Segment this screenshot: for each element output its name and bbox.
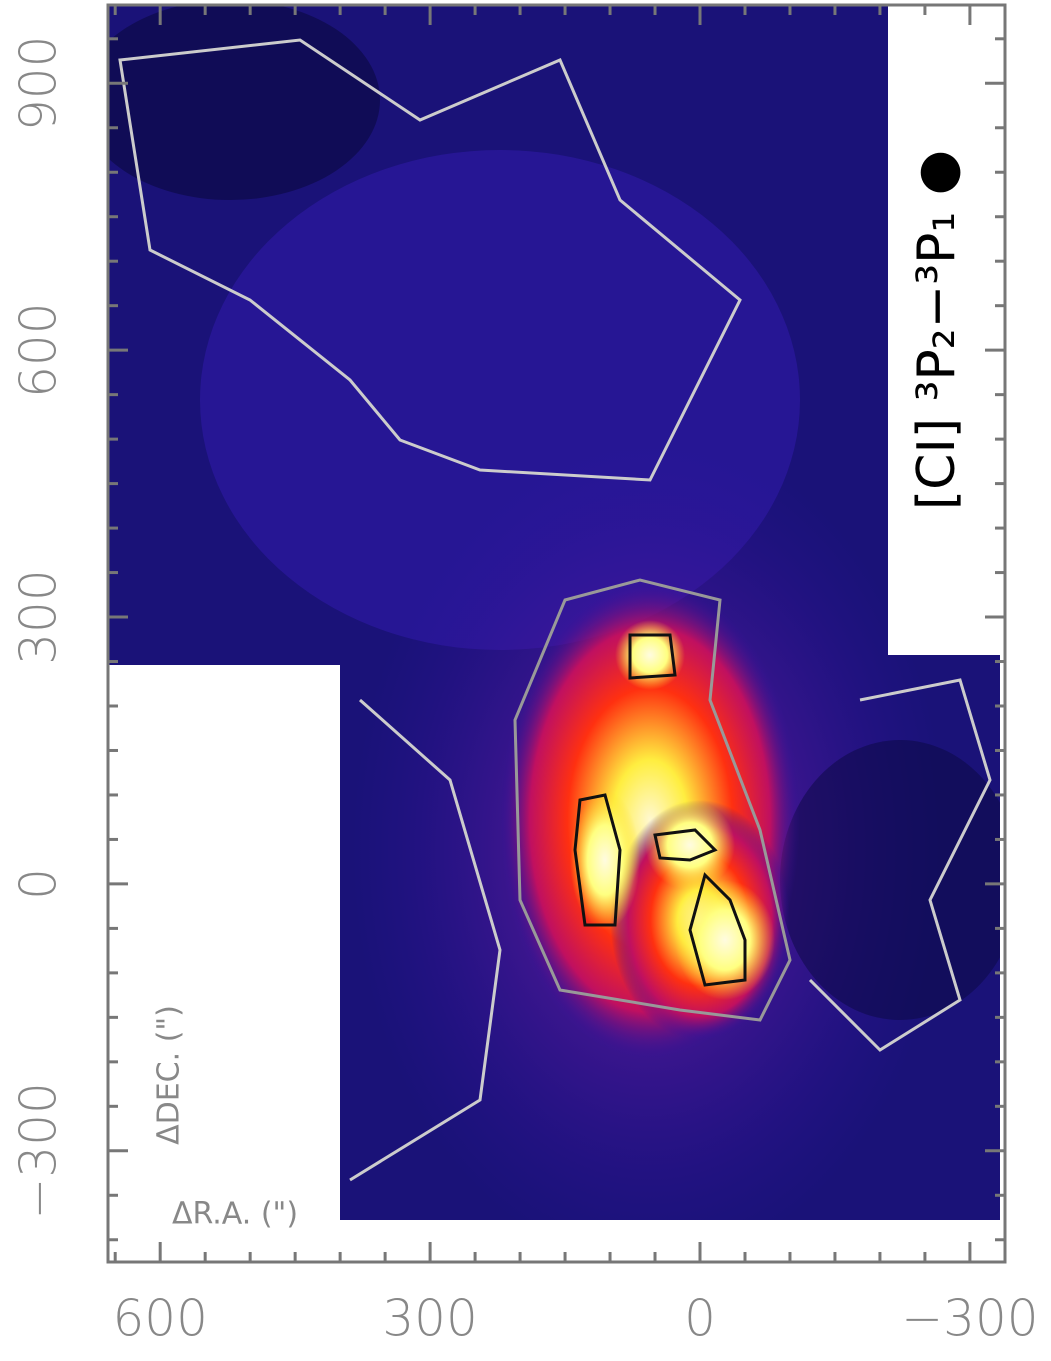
x-tick-label: 0 <box>684 1290 716 1348</box>
x-tick-label: 600 <box>112 1290 207 1348</box>
y-tick-label: 600 <box>10 302 68 397</box>
y-tick-label: 0 <box>10 868 68 900</box>
intensity-map <box>80 0 1020 1270</box>
x-tick-label: 300 <box>382 1290 477 1348</box>
chart: ΔDEC. (") ΔR.A. (") [CI] ³P₂−³P₁ ● 600 30… <box>0 0 1051 1357</box>
x-axis-title: ΔR.A. (") <box>172 1197 298 1232</box>
y-tick-label: −300 <box>10 1082 68 1219</box>
y-tick-label: 300 <box>10 569 68 664</box>
line-label: [CI] ³P₂−³P₁ ● <box>907 150 967 510</box>
y-tick-label: 900 <box>10 36 68 131</box>
x-tick-label: −300 <box>901 1290 1038 1348</box>
y-axis-title: ΔDEC. (") <box>152 1005 187 1145</box>
